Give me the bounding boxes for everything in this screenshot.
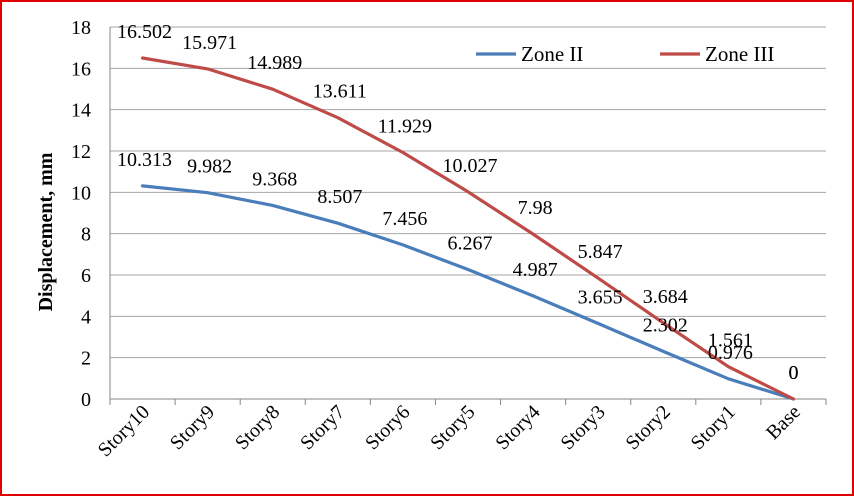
data-label: 9.982 xyxy=(187,156,232,178)
data-label: 8.507 xyxy=(317,186,362,208)
x-tick-label: Story4 xyxy=(491,401,544,454)
data-labels: 10.313 9.982 9.368 8.507 7.456 6.267 4.987 3.65… xyxy=(117,21,798,384)
data-label: 1.561 xyxy=(708,330,753,352)
x-axis-ticks: Story10 Story9 Story8 Story7 Story6 Story5 Sto… xyxy=(94,401,805,461)
data-label: 4.987 xyxy=(513,259,558,281)
data-label: 7.456 xyxy=(382,208,427,230)
y-axis-label: Displacement, mm xyxy=(35,152,57,311)
y-tick-label: 4 xyxy=(81,306,91,328)
data-label: 0 xyxy=(788,362,798,384)
data-label: 5.847 xyxy=(578,241,623,263)
data-label: 16.502 xyxy=(117,21,172,43)
series-line-zone-iii xyxy=(140,56,796,401)
x-tick-label: Story10 xyxy=(94,401,154,461)
y-tick-label: 8 xyxy=(81,224,91,246)
data-label: 2.302 xyxy=(643,314,688,336)
data-label: 9.368 xyxy=(252,168,297,190)
data-label: 6.267 xyxy=(448,232,493,254)
data-label: 10.027 xyxy=(443,155,498,177)
data-label: 3.655 xyxy=(578,286,623,308)
data-label: 11.929 xyxy=(378,115,432,137)
y-tick-label: 18 xyxy=(71,17,91,39)
data-label: 15.971 xyxy=(182,32,237,54)
x-tick-label: Story6 xyxy=(361,401,414,454)
x-tick-label: Story2 xyxy=(622,401,675,454)
x-tick-label: Story7 xyxy=(296,401,349,454)
series-line-zone-ii xyxy=(140,184,796,401)
x-tick-label: Story3 xyxy=(556,401,609,454)
data-label: 7.98 xyxy=(518,197,553,219)
y-axis-ticks: 0 2 4 6 8 10 12 14 16 18 xyxy=(71,17,91,411)
x-tick-label: Story8 xyxy=(231,401,284,454)
data-label: 0.976 xyxy=(708,342,753,364)
y-tick-label: 6 xyxy=(81,265,91,287)
y-tick-label: 2 xyxy=(81,348,91,370)
y-tick-label: 14 xyxy=(71,100,91,122)
x-tick-label: Base xyxy=(762,401,805,444)
legend-label: Zone III xyxy=(705,42,774,66)
x-tick-label: Story1 xyxy=(687,401,740,454)
data-label: 13.611 xyxy=(313,81,367,103)
data-label: 3.684 xyxy=(643,286,688,308)
y-tick-label: 16 xyxy=(71,58,91,80)
data-label: 10.313 xyxy=(117,149,172,171)
x-tick-label: Story5 xyxy=(426,401,479,454)
data-label: 0 xyxy=(788,362,798,384)
y-tick-label: 10 xyxy=(71,182,91,204)
data-label: 14.989 xyxy=(247,52,302,74)
legend: Zone II Zone III xyxy=(476,42,774,66)
series-lines xyxy=(140,56,796,401)
y-tick-label: 0 xyxy=(81,389,91,411)
legend-label: Zone II xyxy=(521,42,583,66)
gridlines xyxy=(109,26,827,405)
x-tick-label: Story9 xyxy=(166,401,219,454)
y-tick-label: 12 xyxy=(71,141,91,163)
